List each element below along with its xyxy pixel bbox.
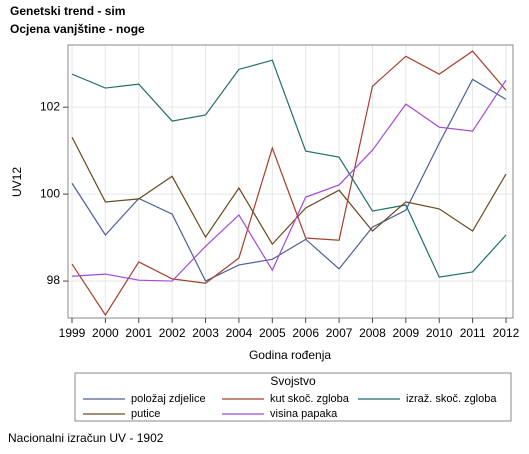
y-tick-label: 98 xyxy=(47,273,61,287)
x-tick-label: 2005 xyxy=(259,326,286,340)
series-line xyxy=(71,79,507,282)
legend-label: visina papaka xyxy=(270,408,338,420)
x-tick-label: 2003 xyxy=(192,326,219,340)
x-tick-label: 2006 xyxy=(292,326,319,340)
x-tick-label: 2002 xyxy=(159,326,186,340)
footnote: Nacionalni izračun UV - 1902 xyxy=(8,431,164,445)
plot-frame xyxy=(67,44,514,319)
x-tick-label: 2012 xyxy=(493,326,520,340)
series-line xyxy=(71,78,507,282)
x-tick-label: 2011 xyxy=(460,326,486,340)
legend-label: izraž. skoč. zgloba xyxy=(406,393,497,405)
legend-label: kut skoč. zgloba xyxy=(270,393,350,405)
x-tick-label: 2007 xyxy=(326,326,353,340)
x-tick-label: 2001 xyxy=(125,326,152,340)
y-tick-label: 102 xyxy=(40,99,60,113)
legend-box xyxy=(74,372,512,422)
series-line xyxy=(71,50,507,317)
x-tick-label: 2010 xyxy=(426,326,453,340)
y-tick-label: 100 xyxy=(40,186,60,200)
legend-label: putice xyxy=(131,408,160,420)
chart-title: Genetski trend - sim xyxy=(10,4,125,18)
x-tick-label: 2009 xyxy=(392,326,419,340)
legend-title: Svojstvo xyxy=(270,374,316,388)
chart-subtitle: Ocjena vanjštine - noge xyxy=(10,22,145,36)
x-tick-label: 2004 xyxy=(226,326,253,340)
x-tick-label: 1999 xyxy=(59,326,86,340)
series-line xyxy=(71,59,507,278)
y-axis-label: UV12 xyxy=(10,167,24,197)
x-tick-label: 2000 xyxy=(92,326,119,340)
legend-label: položaj zdjelice xyxy=(131,393,206,405)
x-tick-label: 2008 xyxy=(359,326,386,340)
x-axis-label: Godina rođenja xyxy=(249,348,331,362)
series-line xyxy=(71,136,507,246)
